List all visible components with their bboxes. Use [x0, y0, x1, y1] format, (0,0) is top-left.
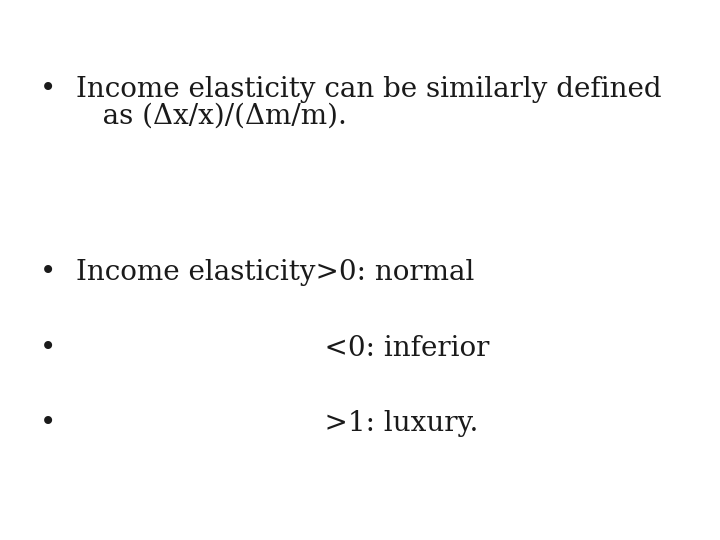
Text: <0: inferior: <0: inferior	[76, 335, 489, 362]
Text: •: •	[40, 259, 56, 286]
Text: >1: luxury.: >1: luxury.	[76, 410, 478, 437]
Text: Income elasticity can be similarly defined: Income elasticity can be similarly defin…	[76, 76, 661, 103]
Text: •: •	[40, 410, 56, 437]
Text: Income elasticity>0: normal: Income elasticity>0: normal	[76, 259, 474, 286]
Text: •: •	[40, 335, 56, 362]
Text: as (Δx/x)/(Δm/m).: as (Δx/x)/(Δm/m).	[76, 103, 346, 130]
Text: •: •	[40, 76, 56, 103]
